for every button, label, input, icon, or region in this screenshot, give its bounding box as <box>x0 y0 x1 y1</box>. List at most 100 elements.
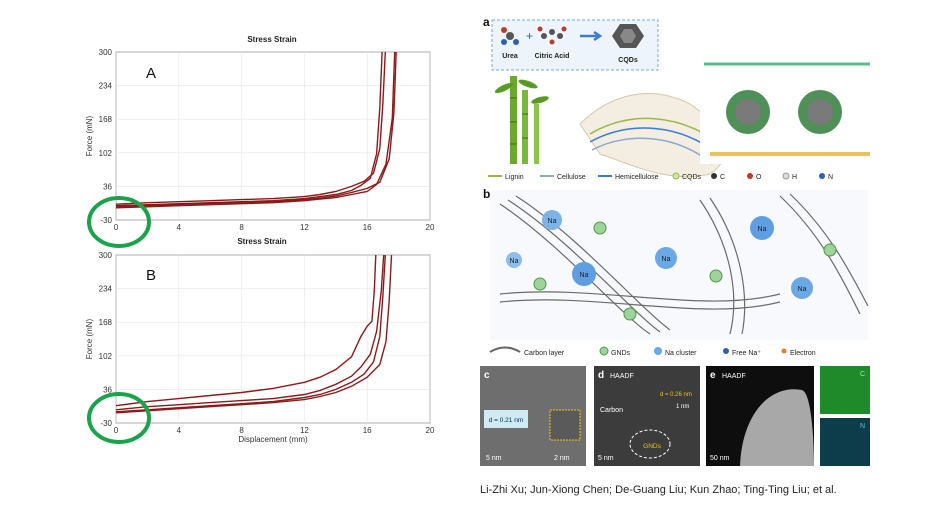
e-scale-label: 50 nm <box>710 455 730 462</box>
legend-lignin: Lignin <box>505 174 524 181</box>
chart-b-y-tick-label: 168 <box>99 318 113 327</box>
chart-a: Stress Strain -30 36 102 168 234 300 0 4 8 12 16 2… <box>85 35 435 248</box>
chart-b-y-tick-label: -30 <box>100 419 112 428</box>
e-particle <box>740 389 814 466</box>
chart-a-plot-area <box>115 51 431 221</box>
legend-hemicellulose: Hemicellulose <box>615 174 659 181</box>
chart-b-series-line-1 <box>115 254 377 407</box>
chart-b-series-line-4 <box>115 254 393 414</box>
legend-h: H <box>792 174 797 181</box>
na-cluster-label: Na <box>548 218 557 225</box>
chart-b-x-tick-label: 20 <box>426 426 435 435</box>
d-1nm-label: 1 nm <box>676 404 689 410</box>
gnds-particles <box>533 221 837 321</box>
d-spacing-label: d = 0.26 nm <box>660 392 692 398</box>
chart-a-x-tick-label: 20 <box>426 223 435 232</box>
legend-carbon-layer: Carbon layer <box>524 350 565 357</box>
e-haadf-label: HAADF <box>722 373 746 380</box>
chart-b: Stress Strain -30 36 102 168 234 300 0 4 8 12 16 2… <box>85 237 435 444</box>
chart-b-title: Stress Strain <box>237 237 286 246</box>
nanostructure-figure: a Urea + Citric Acid CQDs <box>480 15 878 466</box>
legend-o: O <box>756 174 762 181</box>
chart-b-plot-area <box>115 254 431 424</box>
urea-label: Urea <box>502 53 518 60</box>
chart-b-x-tick-label: 0 <box>114 426 119 435</box>
chart-b-y-tick-label: 36 <box>103 385 112 394</box>
legend-electron: Electron <box>790 350 816 357</box>
legend-c: C <box>720 174 725 181</box>
chart-a-x-tick-label: 0 <box>114 223 119 232</box>
chart-b-x-tick-label: 12 <box>300 426 309 435</box>
chart-a-title: Stress Strain <box>247 35 296 44</box>
chart-b-series-line-2 <box>115 254 385 411</box>
citric-acid-label: Citric Acid <box>535 53 570 60</box>
chart-a-series-line-4 <box>115 51 396 209</box>
chart-b-x-tick-label: 8 <box>239 426 244 435</box>
c-zoom-box <box>549 409 581 441</box>
panel-c-label: c <box>484 370 490 381</box>
eds-map-c-label: C <box>860 371 865 378</box>
d-scale-label: 5 nm <box>598 455 614 462</box>
legend-n: N <box>828 174 833 181</box>
chart-b-ylabel: Force (mN) <box>85 318 94 359</box>
citation-text: Li-Zhi Xu; Jun-Xiong Chen; De-Guang Liu;… <box>480 484 837 496</box>
legend-na-cluster: Na cluster <box>665 350 697 357</box>
chart-a-y-tick-label: 300 <box>99 48 113 57</box>
na-cluster-label: Na <box>662 256 671 263</box>
c-inset-spacing: d = 0.21 nm <box>489 417 524 424</box>
chart-a-series-line-2 <box>115 51 383 207</box>
chart-a-y-tick-label: 102 <box>99 149 113 158</box>
chart-a-y-tick-label: 36 <box>103 182 112 191</box>
stress-strain-charts: Stress Strain -30 36 102 168 234 300 0 4 8 12 16 2… <box>85 35 435 444</box>
legend-a: Lignin Cellulose Hemicellulose CQDs C O … <box>488 172 833 181</box>
legend-cellulose: Cellulose <box>557 174 586 181</box>
c-scale-2nm: 2 nm <box>554 455 570 462</box>
na-cluster-label: Na <box>580 272 589 279</box>
chart-b-x-tick-label: 16 <box>363 426 372 435</box>
chart-a-x-tick-label: 16 <box>363 223 372 232</box>
chart-a-origin-highlight <box>87 196 151 248</box>
legend-free-na: Free Na⁺ <box>732 350 761 357</box>
na-clusters: Na Na Na Na Na Na <box>506 210 813 299</box>
panel-e-label: e <box>710 370 716 381</box>
chart-a-y-tick-label: 234 <box>99 82 113 91</box>
chart-b-y-tick-label: 102 <box>99 352 113 361</box>
panel-a-label: a <box>483 15 490 29</box>
chart-b-series-line-3 <box>115 254 386 413</box>
d-carbon-label: Carbon <box>600 407 623 414</box>
legend-b: Carbon layer GNDs Na cluster Free Na⁺ El… <box>489 346 816 357</box>
d-gnd-outline <box>629 429 671 459</box>
chart-b-x-tick-label: 4 <box>177 426 182 435</box>
cqds-label: CQDs <box>618 57 638 64</box>
chart-a-ylabel: Force (mN) <box>85 115 94 156</box>
chart-b-panel-label: B <box>146 267 156 284</box>
chart-a-series-line-3 <box>115 51 397 208</box>
c-scale-5nm: 5 nm <box>486 455 502 462</box>
eds-map-n-label: N <box>860 423 865 430</box>
haadf-image-d <box>594 366 700 466</box>
na-cluster-label: Na <box>510 258 519 265</box>
legend-gnds: GNDs <box>611 350 631 357</box>
reaction-arrow-icon <box>580 30 603 42</box>
legend-cqds: CQDs <box>682 174 702 181</box>
d-gnds-label: GNDs <box>643 443 661 450</box>
chart-a-y-tick-label: -30 <box>100 216 112 225</box>
panel-b-label: b <box>483 187 490 201</box>
chart-a-panel-label: A <box>146 65 156 82</box>
chart-b-y-tick-label: 300 <box>99 251 113 260</box>
chart-b-y-tick-label: 234 <box>99 285 113 294</box>
eds-map-c <box>820 366 870 414</box>
d-haadf-label: HAADF <box>610 373 634 380</box>
chart-a-y-tick-label: 168 <box>99 115 113 124</box>
bamboo-illustration <box>494 76 549 164</box>
chart-a-x-tick-label: 12 <box>300 223 309 232</box>
plus-sign: + <box>526 29 533 43</box>
na-cluster-label: Na <box>798 286 807 293</box>
cqds-molecule-icon <box>612 24 644 48</box>
citric-acid-molecule-icon <box>537 26 567 45</box>
panel-d-label: d <box>598 370 604 381</box>
chart-b-origin-highlight <box>87 392 151 444</box>
na-cluster-label: Na <box>758 226 767 233</box>
eds-map-n <box>820 418 870 466</box>
c-inset <box>484 410 528 428</box>
